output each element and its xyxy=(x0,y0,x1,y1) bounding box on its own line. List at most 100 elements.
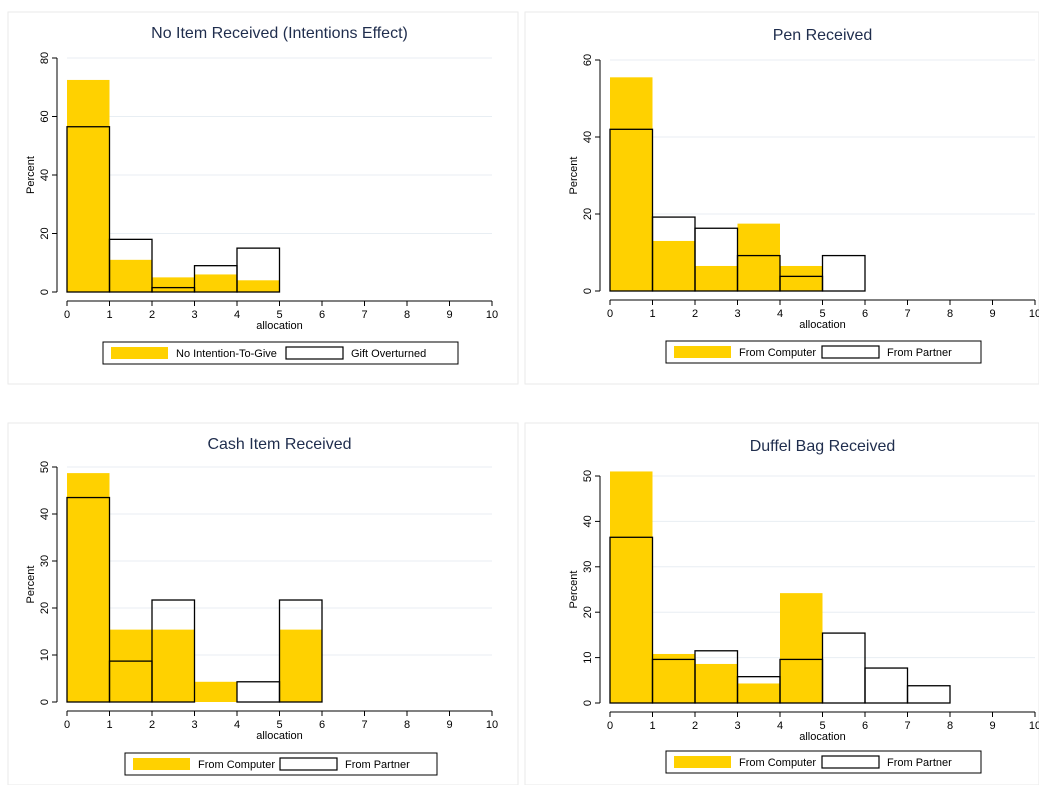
bar-1-4 xyxy=(194,681,237,702)
x-tick-label: 7 xyxy=(361,309,367,321)
bar-1-5 xyxy=(237,280,280,292)
x-tick-label: 9 xyxy=(989,308,995,320)
legend: No Intention-To-Give Gift Overturned xyxy=(102,341,459,365)
bar-1-6 xyxy=(279,629,322,702)
bar-2-1 xyxy=(66,126,111,293)
x-tick-label: 7 xyxy=(361,719,367,731)
x-tick-label: 3 xyxy=(734,308,740,320)
y-tick-label: 60 xyxy=(39,110,51,122)
panel-frame xyxy=(524,11,1039,385)
legend-key-outline xyxy=(285,346,344,360)
y-tick-label: 20 xyxy=(39,227,51,239)
x-tick-label: 0 xyxy=(607,308,613,320)
x-tick-label: 3 xyxy=(734,720,740,732)
bar-1-5 xyxy=(780,593,823,703)
legend-key-filled xyxy=(674,756,731,768)
bar-1-4 xyxy=(737,223,780,291)
x-tick-label: 7 xyxy=(904,308,910,320)
legend-box xyxy=(102,341,459,365)
legend-key-outline xyxy=(821,345,880,359)
x-tick-label: 2 xyxy=(149,719,155,731)
x-tick-label: 8 xyxy=(947,720,953,732)
x-tick-label: 5 xyxy=(276,309,282,321)
chart-panel-4: Duffel Bag Received 0 10 20 30 40 50 0 1 2 3 4 5 6 7 8 9… xyxy=(524,422,1039,785)
chart-title: No Item Received (Intentions Effect) xyxy=(151,25,408,42)
y-tick-label: 20 xyxy=(582,208,594,220)
legend-label-1: From Computer xyxy=(739,757,816,769)
legend-label-2: Gift Overturned xyxy=(351,348,426,360)
x-tick-label: 1 xyxy=(649,720,655,732)
x-tick-label: 4 xyxy=(777,720,783,732)
y-axis-label: Percent xyxy=(568,157,580,195)
chart-title: Duffel Bag Received xyxy=(750,438,896,455)
y-tick-label: 50 xyxy=(39,461,51,473)
y-tick-label: 50 xyxy=(582,470,594,482)
bar-2-8 xyxy=(906,685,951,704)
chart-panel-2: Pen Received 0 20 40 60 0 1 2 3 4 5 6 7 8 9 10 allocatio… xyxy=(524,11,1039,385)
panel-frame xyxy=(524,422,1039,785)
x-axis-label: allocation xyxy=(799,731,845,743)
bar-2-6 xyxy=(821,632,866,704)
y-tick-label: 30 xyxy=(39,555,51,567)
legend-key-outline xyxy=(279,757,338,771)
bar-1-2 xyxy=(109,629,152,702)
bar-1-3 xyxy=(152,277,195,292)
x-tick-label: 1 xyxy=(649,308,655,320)
bar-1-2 xyxy=(109,259,152,292)
chart-title: Pen Received xyxy=(773,27,873,44)
x-tick-label: 1 xyxy=(106,719,112,731)
x-tick-label: 10 xyxy=(486,719,498,731)
x-axis-label: allocation xyxy=(799,319,845,331)
x-tick-label: 9 xyxy=(989,720,995,732)
legend-label-1: From Computer xyxy=(739,347,816,359)
x-tick-label: 0 xyxy=(64,309,70,321)
y-axis-label: Percent xyxy=(568,571,580,609)
y-tick-label: 20 xyxy=(582,606,594,618)
y-tick-label: 0 xyxy=(582,700,594,706)
legend: From Computer From Partner xyxy=(665,750,982,774)
legend-key-outline xyxy=(821,755,880,769)
bar-1-2 xyxy=(652,653,695,703)
y-tick-label: 40 xyxy=(39,508,51,520)
panel-frame xyxy=(7,422,519,785)
x-tick-label: 7 xyxy=(904,720,910,732)
bar-2-2 xyxy=(108,238,153,293)
x-tick-label: 5 xyxy=(276,719,282,731)
bar-1-4 xyxy=(194,274,237,292)
panel-frame xyxy=(7,11,519,385)
bar-1-5 xyxy=(780,265,823,291)
bar-2-5 xyxy=(236,247,281,293)
legend-label-1: No Intention-To-Give xyxy=(176,348,277,360)
x-tick-label: 2 xyxy=(149,309,155,321)
legend-label-2: From Partner xyxy=(345,759,410,771)
legend-key-filled xyxy=(674,346,731,358)
x-tick-label: 6 xyxy=(319,309,325,321)
legend-label-2: From Partner xyxy=(887,347,952,359)
chart-title: Cash Item Received xyxy=(207,436,351,453)
y-tick-label: 10 xyxy=(39,649,51,661)
bar-1-1 xyxy=(610,77,653,291)
legend-label-1: From Computer xyxy=(198,759,275,771)
x-tick-label: 9 xyxy=(446,309,452,321)
bar-1-2 xyxy=(652,240,695,291)
x-tick-label: 5 xyxy=(819,720,825,732)
x-tick-label: 2 xyxy=(692,308,698,320)
x-tick-label: 0 xyxy=(607,720,613,732)
y-tick-label: 0 xyxy=(39,289,51,295)
x-tick-label: 10 xyxy=(1029,720,1039,732)
bar-1-3 xyxy=(695,265,738,291)
legend-key-filled xyxy=(111,347,168,359)
y-tick-label: 0 xyxy=(39,699,51,705)
bar-2-6 xyxy=(278,599,323,703)
y-tick-label: 20 xyxy=(39,602,51,614)
y-tick-label: 30 xyxy=(582,561,594,573)
bar-1-1 xyxy=(610,471,653,703)
y-tick-label: 60 xyxy=(582,54,594,66)
chart-panel-3: Cash Item Received 0 10 20 30 40 50 0 1 2 3 4 5 6 7 8 9 1… xyxy=(7,422,519,785)
bar-1-3 xyxy=(695,663,738,703)
y-tick-label: 40 xyxy=(39,169,51,181)
chart-panel-1: No Item Received (Intentions Effect)0204… xyxy=(7,11,519,385)
bar-1-1 xyxy=(67,79,110,292)
x-tick-label: 5 xyxy=(819,308,825,320)
